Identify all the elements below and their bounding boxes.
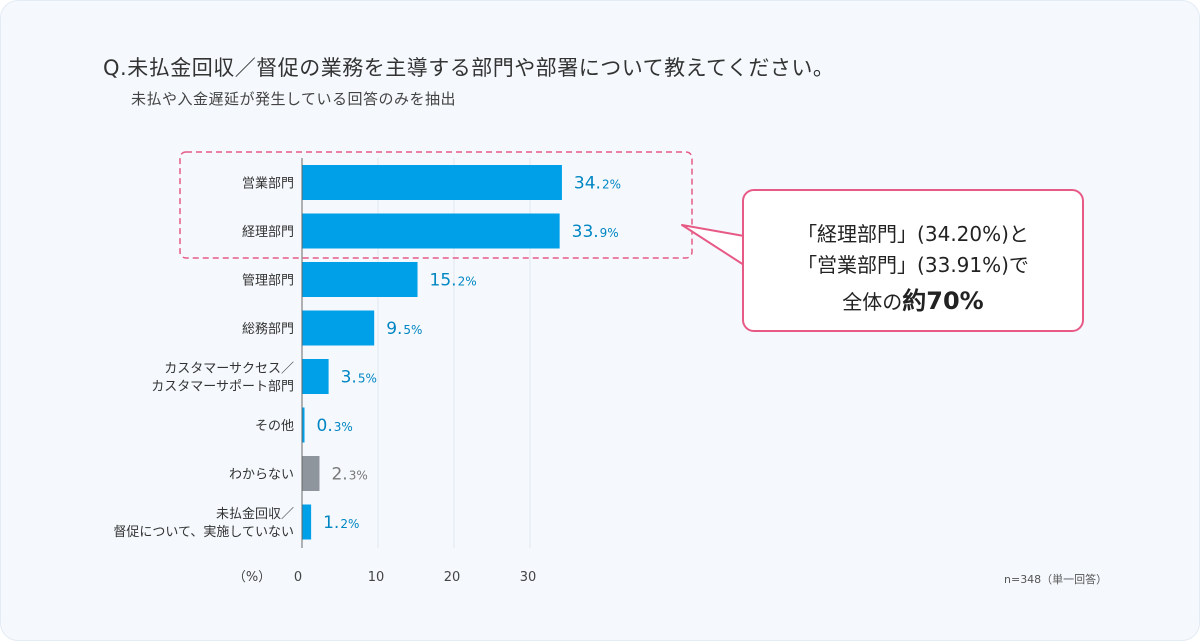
callout-line-3-bold: 約70% <box>902 287 984 315</box>
category-label: その他 <box>255 419 294 434</box>
value-label: 33.9% <box>572 222 619 242</box>
bar <box>302 359 329 394</box>
x-tick-label: 0 <box>294 570 302 585</box>
x-tick-label: 20 <box>444 570 461 585</box>
category-label: 未払金回収／ 督促について、実施していない <box>113 506 294 540</box>
category-label: 管理部門 <box>242 274 294 289</box>
callout-line-2: 「営業部門」(33.91%)で <box>797 253 1029 277</box>
value-label-major: 33. <box>572 222 599 242</box>
value-label-major: 0. <box>317 416 333 436</box>
value-label-minor: 3% <box>334 420 353 434</box>
question-subtitle: 未払や入金遅延が発生している回答のみを抽出 <box>131 90 457 108</box>
value-labels: 34.2%33.9%15.2%9.5%3.5%0.3%2.3%1.2% <box>317 174 622 534</box>
category-label-line: 営業部門 <box>242 176 294 192</box>
category-label-line: カスタマーサポート部門 <box>151 380 294 395</box>
category-label: 営業部門 <box>242 176 294 192</box>
category-label-line: わからない <box>229 468 294 483</box>
x-tick-label: 30 <box>520 570 537 585</box>
value-label-minor: 2% <box>602 178 621 192</box>
callout-line-3: 全体の約70% <box>744 281 1082 316</box>
value-label-major: 1. <box>323 513 339 533</box>
category-label-line: カスタマーサクセス／ <box>164 362 294 377</box>
bar <box>302 213 560 249</box>
value-label: 15.2% <box>430 271 477 291</box>
value-label-major: 3. <box>341 368 357 388</box>
value-label: 3.5% <box>341 368 377 388</box>
bar <box>302 310 375 346</box>
category-label-line: 未払金回収／ <box>216 506 294 522</box>
callout-line-3-prefix: 全体の <box>842 290 903 314</box>
bar <box>302 504 312 540</box>
callout-box: 「経理部門」(34.20%)と 「営業部門」(33.91%)で 全体の約70% <box>742 189 1084 332</box>
category-label: わからない <box>229 468 294 483</box>
bars <box>302 165 562 540</box>
category-label-line: 管理部門 <box>242 274 294 289</box>
x-tick-label: 10 <box>368 570 385 585</box>
value-label-major: 15. <box>430 271 457 291</box>
callout-tail <box>681 224 745 266</box>
category-label-line: 総務部門 <box>242 322 294 337</box>
bar <box>302 407 305 443</box>
value-label-minor: 2% <box>340 517 359 531</box>
value-label-minor: 9% <box>600 226 619 240</box>
value-label-minor: 2% <box>458 275 477 289</box>
highlight-box <box>179 151 693 259</box>
value-label: 9.5% <box>386 319 422 339</box>
sample-note: n=348（単一回答） <box>1004 573 1108 586</box>
value-label-minor: 3% <box>349 469 368 483</box>
category-label: 総務部門 <box>242 322 294 337</box>
category-label-line: 督促について、実施していない <box>113 524 294 540</box>
question-title: Q.未払金回収／督促の業務を主導する部門や部署について教えてください。 <box>103 56 835 80</box>
x-axis-unit: （%） <box>233 570 271 585</box>
value-label: 1.2% <box>323 513 359 533</box>
value-label-minor: 5% <box>403 323 422 337</box>
value-label: 0.3% <box>317 416 353 436</box>
bar <box>302 456 320 491</box>
category-label-line: その他 <box>255 419 294 434</box>
value-label: 2.3% <box>331 465 367 485</box>
category-label-line: 経理部門 <box>242 225 294 240</box>
value-label-minor: 5% <box>358 372 377 386</box>
bar <box>302 165 562 200</box>
callout-line-1: 「経理部門」(34.20%)と <box>797 222 1029 246</box>
value-label-major: 2. <box>331 465 347 485</box>
value-label-major: 9. <box>386 319 402 339</box>
x-axis-ticks: 0 10 20 30 <box>294 570 536 585</box>
bar <box>302 262 418 297</box>
category-label: カスタマーサクセス／ カスタマーサポート部門 <box>151 362 294 395</box>
value-label: 34.2% <box>574 174 621 194</box>
category-label: 経理部門 <box>242 225 294 240</box>
value-label-major: 34. <box>574 174 601 194</box>
